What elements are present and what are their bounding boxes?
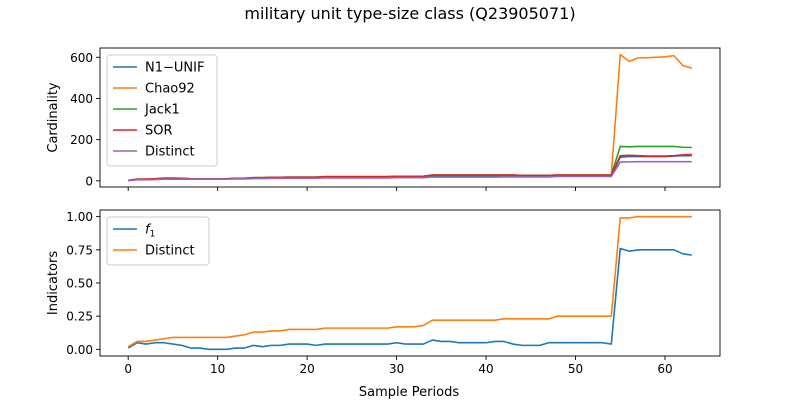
y-tick-label: 400 (70, 92, 93, 106)
legend-box (106, 54, 218, 167)
y-tick-label: 0.50 (66, 277, 93, 291)
y-tick-label: 0.75 (66, 243, 93, 257)
x-tick-label: 60 (657, 362, 672, 376)
x-tick-label: 40 (478, 362, 493, 376)
legend-label: SOR (145, 124, 173, 139)
y-axis-label: Indicators (46, 251, 61, 315)
y-tick-label: 0.25 (66, 310, 93, 324)
y-tick-label: 200 (70, 133, 93, 147)
legend-label: f1 (145, 223, 155, 240)
legend-label: Distinct (145, 145, 195, 160)
x-axis-label: Sample Periods (359, 385, 459, 400)
legend-label: Jack1 (144, 103, 180, 118)
axes-frame (99, 47, 721, 188)
y-tick-label: 1.00 (66, 210, 93, 224)
bottom-panel: 0 10 20 30 40 50 60 0.00 0.25 0.50 0.75 1.00 Indicat… (46, 209, 721, 376)
series-line-4 (128, 160, 692, 182)
legend-label: Chao92 (145, 82, 195, 97)
top-panel: 0 200 400 600 Cardinality N1−UNIF Chao92 Jack1 S… (46, 47, 721, 191)
x-tick-label: 20 (299, 362, 314, 376)
y-tick-label: 0.00 (66, 343, 93, 357)
y-axis-label: Cardinality (46, 82, 61, 153)
legend-label: N1−UNIF (145, 61, 204, 76)
figure-title: military unit type-size class (Q23905071… (244, 4, 575, 23)
series-line-1 (127, 215, 692, 348)
x-tick-label: 0 (124, 362, 132, 376)
x-tick-label: 30 (389, 362, 404, 376)
y-tick-label: 600 (70, 51, 93, 65)
series-line-0 (127, 247, 692, 351)
x-tick-label: 50 (568, 362, 583, 376)
legend-label: Distinct (145, 244, 195, 259)
y-tick-label: 0 (85, 174, 93, 188)
x-tick-label: 10 (210, 362, 225, 376)
